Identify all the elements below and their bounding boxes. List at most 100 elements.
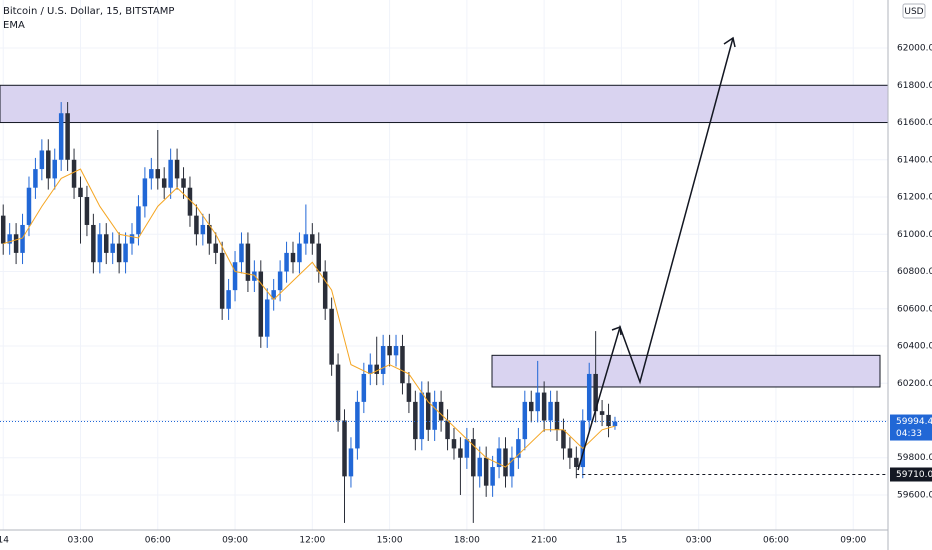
candle-body [574, 457, 579, 468]
candle-body [503, 448, 508, 477]
currency-box[interactable] [902, 3, 926, 19]
y-tick-label: 60600.00 [897, 304, 932, 314]
candle-body [103, 234, 109, 253]
candle-body [413, 401, 418, 440]
candle-body [155, 169, 161, 179]
candle-body [458, 448, 463, 458]
y-tick-label: 60200.00 [897, 379, 932, 389]
candle-body [245, 243, 251, 281]
candle-body [516, 439, 521, 458]
grid [0, 0, 888, 530]
indicator-name: EMA [3, 20, 25, 31]
candle-body [432, 401, 437, 430]
arrow-head [723, 36, 736, 48]
candle-body [425, 392, 431, 430]
candle-body [264, 299, 270, 337]
candle-body [271, 290, 276, 300]
candle-body [438, 401, 444, 421]
x-tick-label: 09:00 [222, 536, 248, 546]
candle-body [483, 457, 489, 486]
projection-arrow [577, 37, 734, 471]
candle-body [26, 187, 32, 225]
ema-line [3, 168, 616, 468]
x-tick-label: 21:00 [531, 536, 557, 546]
x-tick-label: 15:00 [377, 536, 403, 546]
candle-body [406, 383, 412, 402]
arrow-head [611, 325, 622, 336]
candle-body [561, 429, 566, 449]
candle-body [297, 243, 302, 263]
candle-body [116, 243, 122, 263]
plot [0, 84, 889, 523]
x-tick-label: 15 [616, 536, 627, 546]
candle-body [149, 169, 154, 179]
candle-body [58, 113, 64, 160]
candle-body [129, 234, 135, 244]
candle-body [7, 234, 12, 244]
candle-body [490, 467, 495, 486]
candle-body [78, 187, 83, 198]
candle-body [181, 178, 186, 188]
candle-body [471, 439, 476, 477]
candle-body [84, 197, 90, 225]
candle-body [277, 271, 283, 291]
candle-body [348, 448, 354, 477]
candle-body [258, 271, 264, 337]
price-zone [491, 354, 881, 388]
candle-body [445, 420, 450, 440]
candle-body [290, 252, 296, 263]
y-tick-label: 62000.00 [897, 44, 932, 54]
candle-body [477, 457, 482, 477]
y-tick-label: 60400.00 [897, 342, 932, 352]
candle-body [335, 364, 341, 421]
candle-body [219, 252, 225, 309]
x-tick-label: 12:00 [299, 536, 325, 546]
x-tick-label: 03:00 [68, 536, 94, 546]
candle-body [586, 373, 592, 421]
candle-body [65, 113, 70, 160]
candle-body [329, 308, 334, 365]
candle-body [599, 411, 605, 415]
y-tick-label: 61400.00 [897, 155, 932, 165]
candle-body [606, 414, 611, 427]
level-label: 59710.03 [896, 470, 932, 480]
candle-body [355, 401, 360, 449]
candle-body [361, 373, 367, 402]
last-price-label: 59994.49 [896, 417, 932, 427]
candle-body [142, 178, 148, 207]
candle-body [342, 420, 347, 477]
candle-body [226, 290, 231, 309]
y-tick-label: 61000.00 [897, 230, 932, 240]
candle-body [0, 215, 6, 244]
candle-body [207, 224, 212, 244]
candle-body [612, 421, 618, 427]
symbol-title: Bitcoin / U.S. Dollar, 15, BITSTAMP [3, 6, 174, 17]
candle-body [548, 401, 553, 421]
candle-body [393, 346, 399, 356]
level-tag [890, 467, 932, 482]
candle-body [239, 243, 244, 263]
candle-body [33, 169, 38, 188]
candle-body [509, 457, 515, 477]
candle-body [322, 271, 328, 309]
candle-body [187, 187, 193, 216]
candle-body [123, 243, 128, 263]
bar-countdown: 04:33 [896, 429, 922, 439]
x-tick-label: 06:00 [763, 536, 789, 546]
candle-body [97, 234, 103, 263]
candle-body [554, 401, 560, 430]
candle-body [580, 420, 586, 468]
currency[interactable]: USD [904, 7, 923, 17]
candle-body [168, 159, 173, 188]
candle-body [374, 364, 379, 374]
candle-body [522, 401, 528, 440]
candle-body [71, 159, 77, 188]
x-tick-label: 03:00 [686, 536, 712, 546]
candle-body [310, 234, 315, 244]
y-tick-label: 59600.00 [897, 490, 932, 500]
candle-body [39, 150, 45, 170]
candle-body [400, 346, 405, 384]
candle-body [529, 401, 534, 412]
candle-body [161, 178, 167, 188]
